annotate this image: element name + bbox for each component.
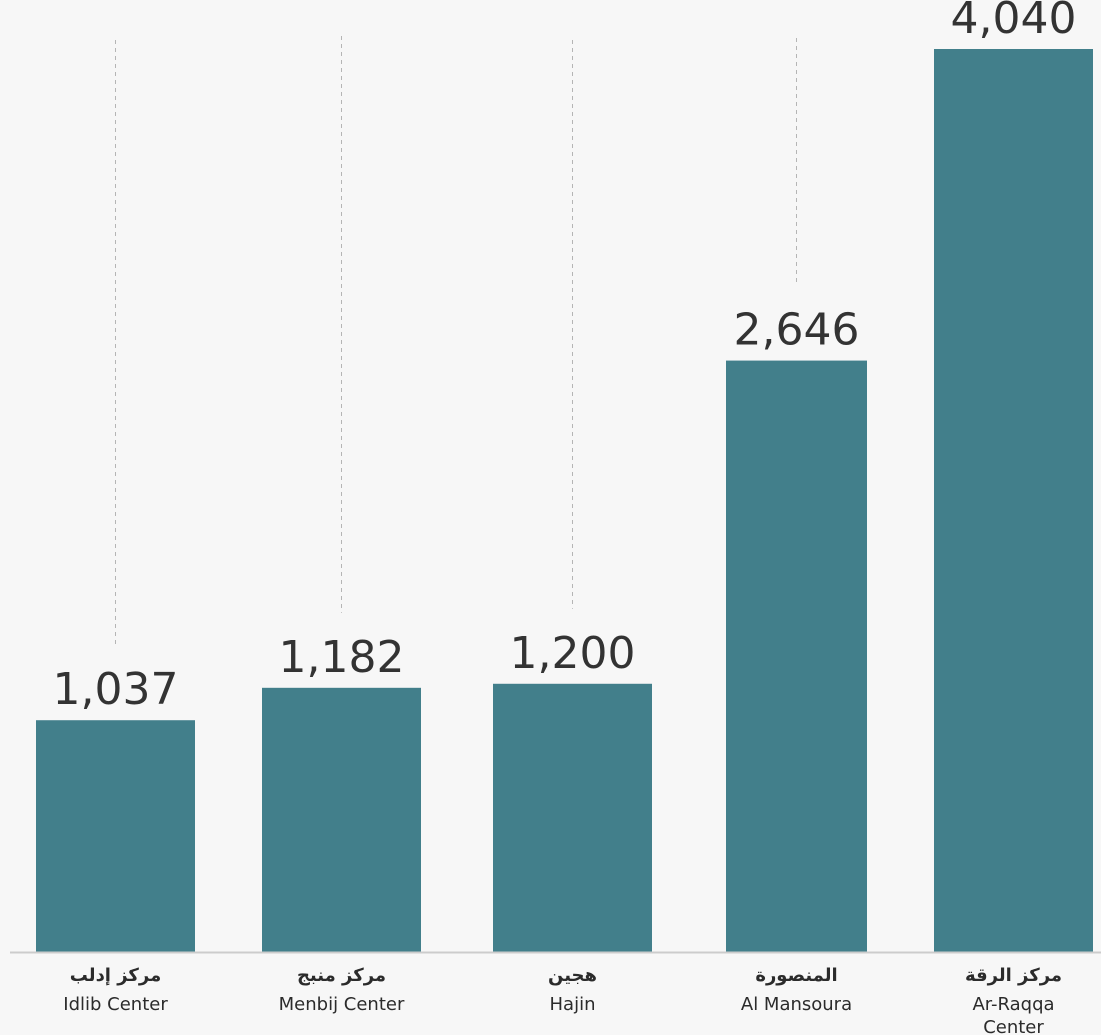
category-label-english: Center bbox=[983, 1017, 1044, 1035]
bar bbox=[934, 49, 1093, 952]
category-label-english: Ar-Raqqa bbox=[972, 994, 1054, 1015]
value-label: 2,646 bbox=[734, 305, 860, 356]
bar bbox=[36, 720, 195, 952]
bar bbox=[493, 683, 652, 952]
value-label: 1,182 bbox=[279, 632, 405, 683]
value-label: 1,200 bbox=[510, 628, 636, 679]
category-label-english: Menbij Center bbox=[279, 994, 405, 1015]
category-label-english: Al Mansoura bbox=[741, 994, 852, 1015]
category-label-arabic: مركز الرقة bbox=[965, 965, 1062, 986]
category-label-arabic: مركز منبج bbox=[297, 965, 386, 986]
category-label-english: Hajin bbox=[550, 994, 596, 1015]
category-label-arabic: هجين bbox=[548, 965, 597, 986]
category-label-arabic: مركز إدلب bbox=[70, 965, 162, 986]
category-label-arabic: المنصورة bbox=[755, 965, 837, 986]
value-label: 4,040 bbox=[951, 0, 1077, 44]
value-label: 1,037 bbox=[53, 664, 179, 715]
bar bbox=[262, 687, 421, 952]
bar bbox=[726, 360, 867, 952]
category-label-english: Idlib Center bbox=[63, 994, 168, 1015]
